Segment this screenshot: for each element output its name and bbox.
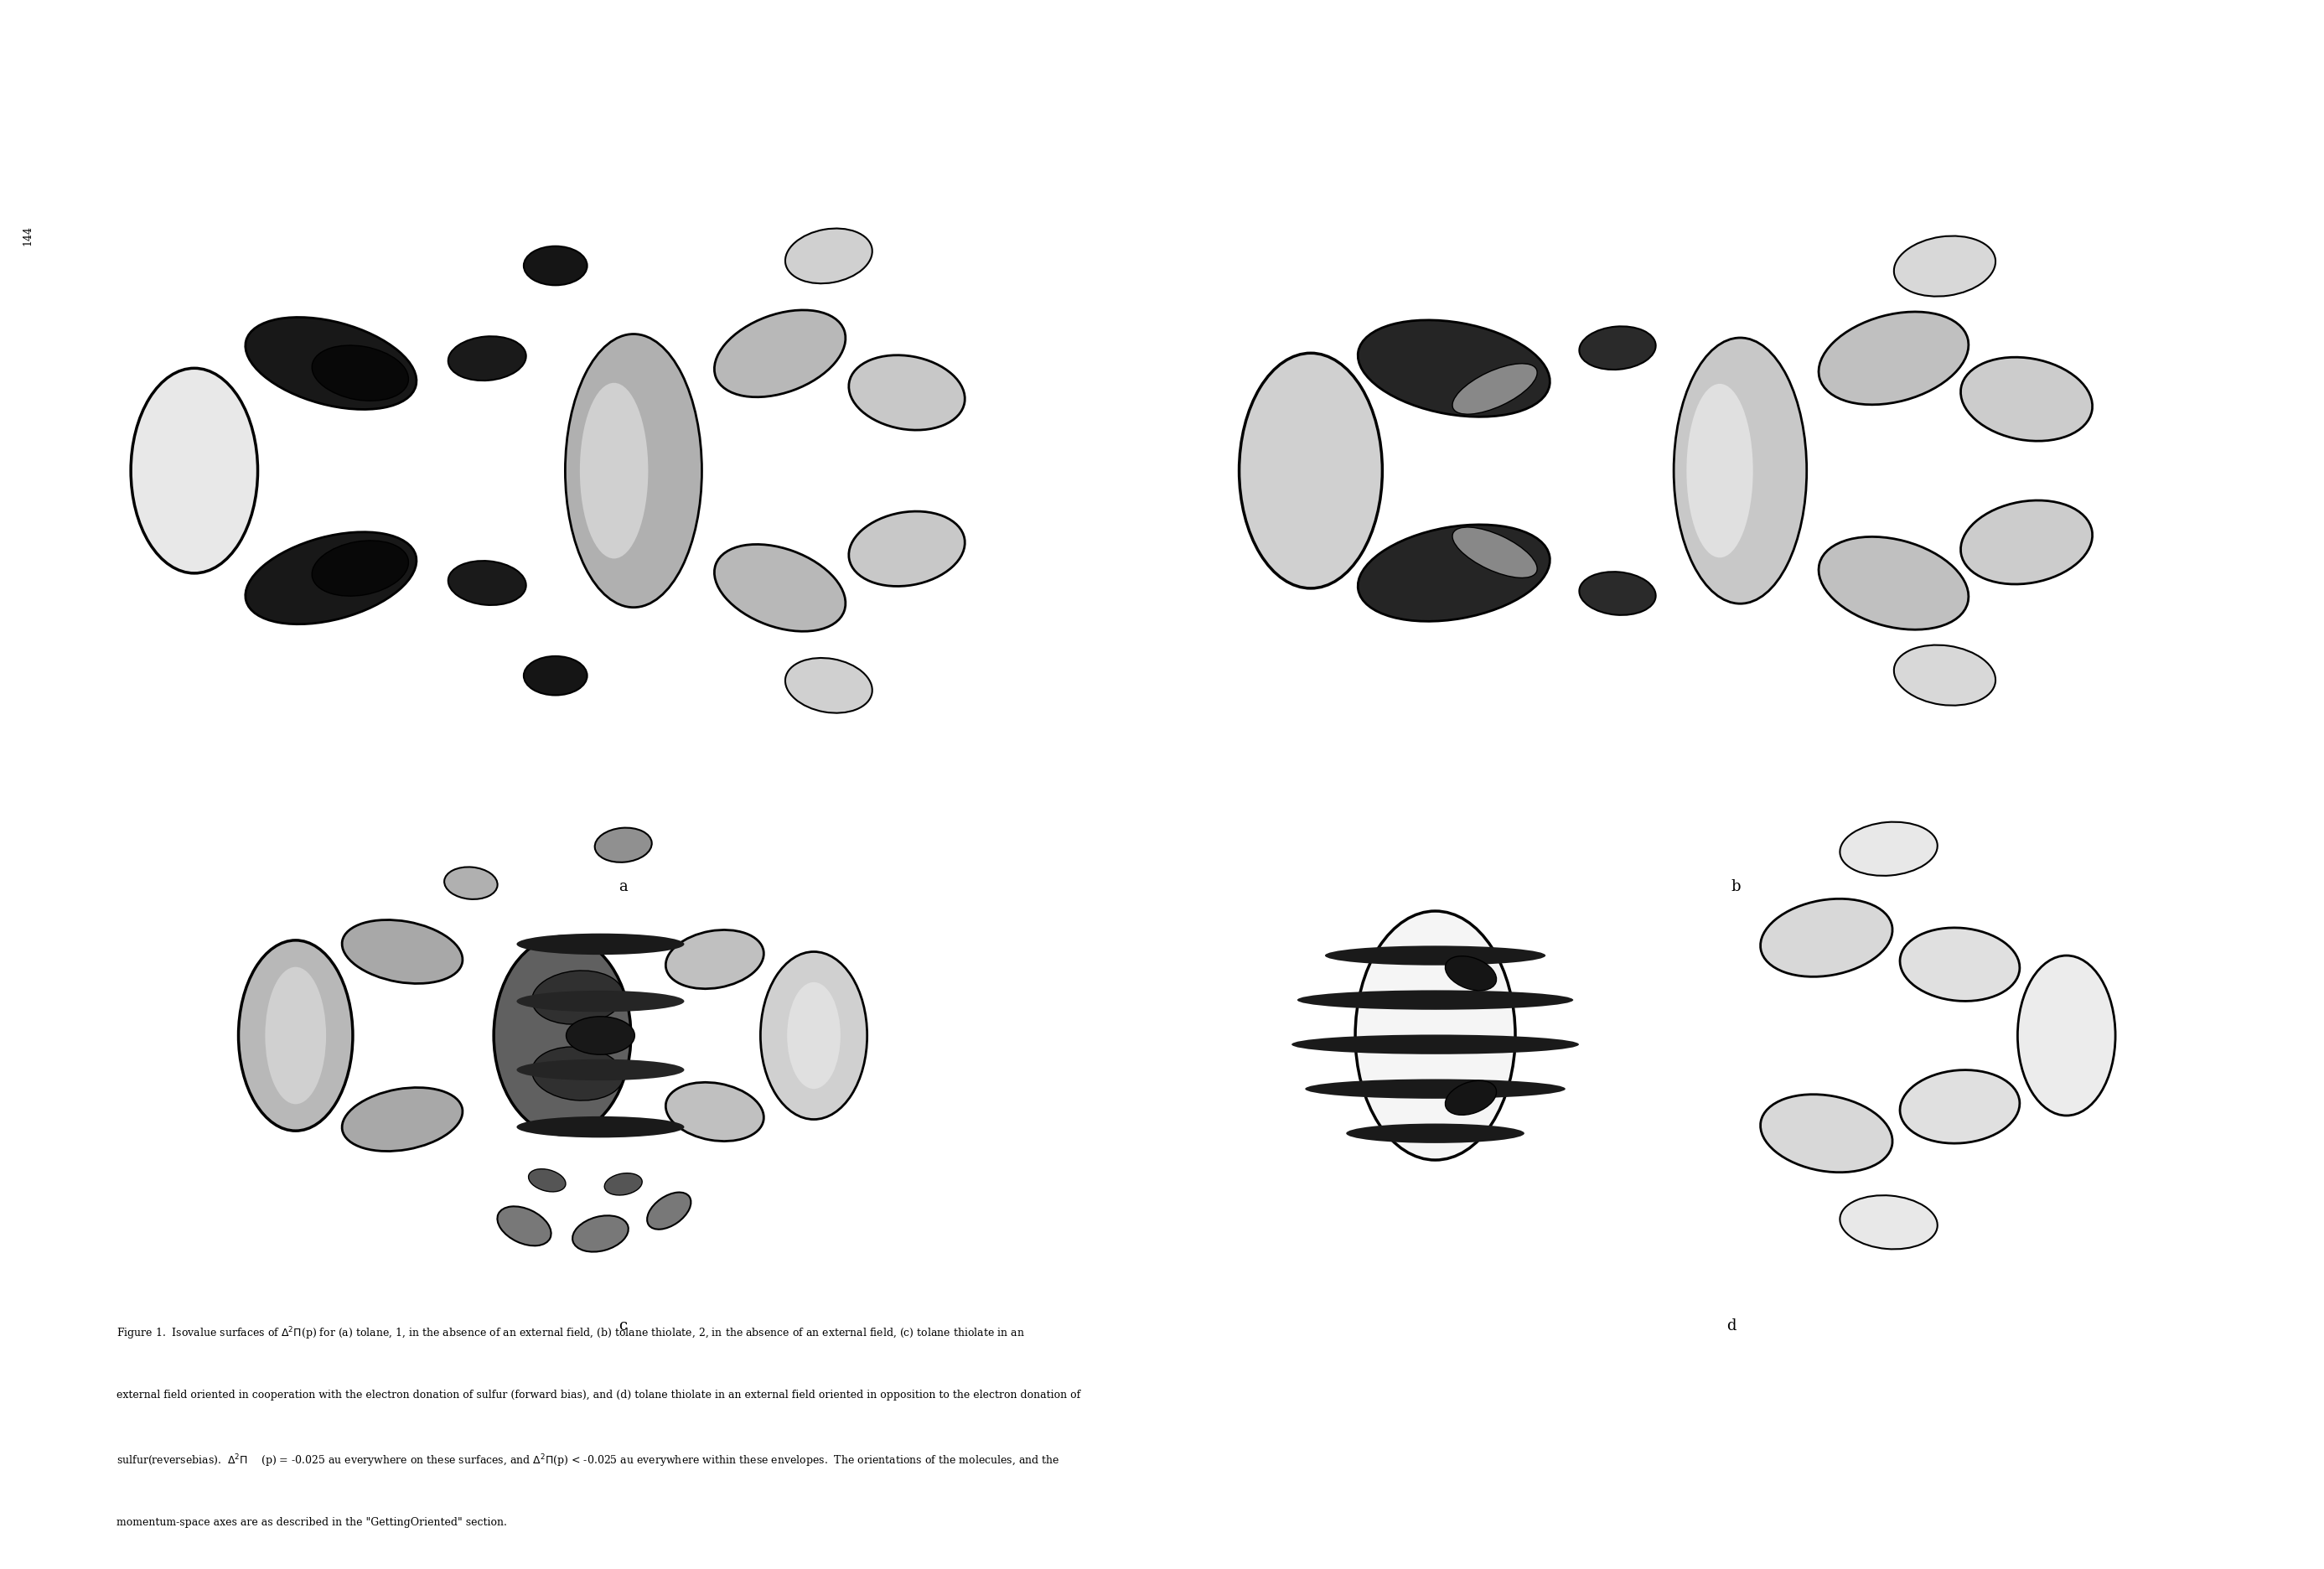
Ellipse shape xyxy=(1306,1079,1566,1098)
Ellipse shape xyxy=(713,544,846,631)
Ellipse shape xyxy=(1357,524,1550,621)
Text: d: d xyxy=(1727,1318,1736,1334)
Ellipse shape xyxy=(788,982,841,1089)
Ellipse shape xyxy=(1820,312,1968,405)
Ellipse shape xyxy=(848,355,964,430)
Ellipse shape xyxy=(311,345,409,400)
Ellipse shape xyxy=(1357,320,1550,417)
Ellipse shape xyxy=(1841,822,1938,876)
Ellipse shape xyxy=(1452,527,1536,577)
Ellipse shape xyxy=(528,1169,565,1192)
Ellipse shape xyxy=(516,990,683,1012)
Text: external field oriented in cooperation with the electron donation of sulfur (for: external field oriented in cooperation w… xyxy=(116,1390,1081,1401)
Ellipse shape xyxy=(493,937,630,1134)
Ellipse shape xyxy=(523,246,588,286)
Ellipse shape xyxy=(646,1192,690,1230)
Ellipse shape xyxy=(239,940,353,1131)
Ellipse shape xyxy=(444,868,497,899)
Ellipse shape xyxy=(342,919,462,984)
Ellipse shape xyxy=(449,336,525,381)
Ellipse shape xyxy=(1580,571,1655,615)
Ellipse shape xyxy=(1687,384,1752,557)
Ellipse shape xyxy=(497,1207,551,1246)
Text: 144: 144 xyxy=(23,226,33,245)
Ellipse shape xyxy=(265,967,325,1105)
Ellipse shape xyxy=(449,560,525,606)
Ellipse shape xyxy=(1239,353,1383,588)
Ellipse shape xyxy=(1446,956,1497,990)
Ellipse shape xyxy=(1820,537,1968,629)
Ellipse shape xyxy=(130,369,258,573)
Ellipse shape xyxy=(1901,927,2020,1001)
Ellipse shape xyxy=(516,1059,683,1081)
Ellipse shape xyxy=(1446,1081,1497,1116)
Ellipse shape xyxy=(1292,1034,1578,1054)
Ellipse shape xyxy=(532,1047,623,1100)
Ellipse shape xyxy=(1762,899,1892,977)
Ellipse shape xyxy=(311,541,409,596)
Ellipse shape xyxy=(604,1174,641,1196)
Ellipse shape xyxy=(786,229,872,284)
Ellipse shape xyxy=(665,930,765,988)
Ellipse shape xyxy=(2017,956,2115,1116)
Ellipse shape xyxy=(565,334,702,607)
Ellipse shape xyxy=(1894,645,1996,706)
Ellipse shape xyxy=(246,532,416,624)
Ellipse shape xyxy=(595,828,651,863)
Ellipse shape xyxy=(1894,235,1996,297)
Ellipse shape xyxy=(1452,364,1536,414)
Ellipse shape xyxy=(848,511,964,587)
Ellipse shape xyxy=(713,311,846,397)
Ellipse shape xyxy=(516,1116,683,1138)
Ellipse shape xyxy=(1841,1196,1938,1249)
Ellipse shape xyxy=(246,317,416,410)
Text: Figure 1.  Isovalue surfaces of $\Delta^2\Pi$(p) for (a) tolane, 1, in the absen: Figure 1. Isovalue surfaces of $\Delta^2… xyxy=(116,1326,1025,1341)
Text: c: c xyxy=(618,1318,627,1334)
Ellipse shape xyxy=(572,1216,627,1252)
Ellipse shape xyxy=(665,1083,765,1141)
Ellipse shape xyxy=(1673,337,1806,604)
Text: b: b xyxy=(1731,879,1741,894)
Ellipse shape xyxy=(760,952,867,1119)
Ellipse shape xyxy=(1580,326,1655,370)
Ellipse shape xyxy=(581,383,648,559)
Ellipse shape xyxy=(516,934,683,956)
Ellipse shape xyxy=(1762,1094,1892,1172)
Ellipse shape xyxy=(523,656,588,695)
Ellipse shape xyxy=(1355,912,1515,1159)
Text: sulfur(reversebias).  $\Delta^2\Pi$    (p) = -0.025 au everywhere on these surfa: sulfur(reversebias). $\Delta^2\Pi$ (p) =… xyxy=(116,1453,1060,1470)
Ellipse shape xyxy=(342,1087,462,1152)
Ellipse shape xyxy=(567,1017,634,1054)
Ellipse shape xyxy=(532,971,623,1025)
Ellipse shape xyxy=(1297,990,1573,1010)
Ellipse shape xyxy=(1961,501,2092,584)
Ellipse shape xyxy=(1325,946,1545,965)
Ellipse shape xyxy=(1346,1123,1525,1144)
Text: a: a xyxy=(618,879,627,894)
Ellipse shape xyxy=(1961,358,2092,441)
Ellipse shape xyxy=(1901,1070,2020,1144)
Text: momentum-space axes are as described in the "GettingOriented" section.: momentum-space axes are as described in … xyxy=(116,1517,507,1528)
Ellipse shape xyxy=(786,657,872,712)
